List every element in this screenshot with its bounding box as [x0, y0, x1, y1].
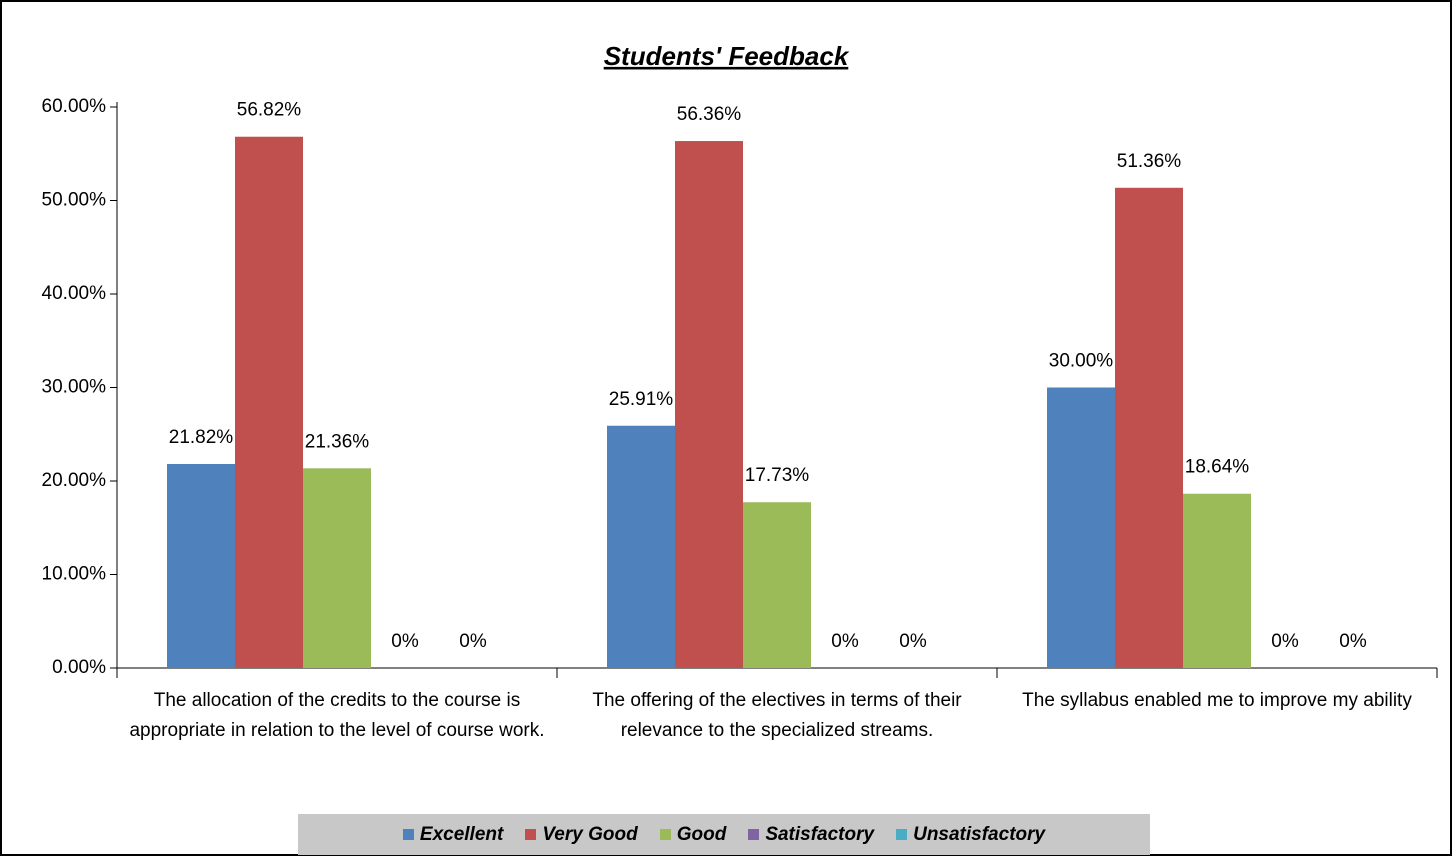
value-label: 56.36%	[677, 104, 742, 125]
legend-item: Excellent	[402, 823, 504, 846]
bar	[235, 136, 303, 668]
legend-item: Very Good	[525, 823, 638, 846]
value-label: 56.82%	[237, 100, 302, 121]
value-label: 30.00%	[1049, 351, 1114, 372]
value-label: 18.64%	[1185, 457, 1250, 478]
bar	[743, 502, 811, 668]
legend-swatch	[659, 828, 671, 840]
value-label: 0%	[899, 631, 927, 652]
value-label: 0%	[1271, 631, 1299, 652]
value-label: 0%	[1339, 631, 1367, 652]
value-label: 0%	[391, 631, 419, 652]
x-tick-label: The allocation of the credits to the cou…	[129, 690, 545, 741]
legend-label: Very Good	[542, 823, 638, 845]
value-label: 21.82%	[169, 427, 234, 448]
value-label: 25.91%	[609, 389, 674, 410]
chart-title: Students' Feedback	[604, 41, 850, 71]
legend-label: Good	[676, 823, 727, 845]
value-label: 0%	[831, 631, 859, 652]
bar	[607, 425, 675, 668]
legend-label: Unsatisfactory	[913, 823, 1046, 845]
legend-label: Satisfactory	[765, 823, 875, 845]
y-tick-label: 60.00%	[42, 96, 107, 117]
bar	[1047, 387, 1115, 668]
value-label: 17.73%	[745, 465, 810, 486]
x-tick-label: The syllabus enabled me to improve my ab…	[1022, 690, 1412, 711]
legend-item: Good	[659, 823, 727, 846]
value-label: 21.36%	[305, 431, 370, 452]
y-tick-label: 30.00%	[42, 377, 107, 398]
y-tick-label: 10.00%	[42, 564, 107, 585]
legend-swatch	[896, 828, 908, 840]
legend-swatch	[748, 828, 760, 840]
legend-item: Satisfactory	[748, 824, 874, 846]
legend-item: Unsatisfactory	[896, 824, 1045, 846]
legend-swatch	[525, 828, 537, 840]
value-label: 0%	[459, 631, 487, 652]
value-label: 51.36%	[1117, 151, 1182, 172]
y-tick-label: 20.00%	[42, 470, 107, 491]
legend-swatch	[402, 828, 414, 840]
y-tick-label: 0.00%	[52, 657, 106, 678]
bar	[303, 468, 371, 668]
bar	[167, 463, 235, 668]
x-tick-label: The offering of the electives in terms o…	[592, 690, 962, 741]
y-tick-label: 50.00%	[42, 190, 107, 211]
y-tick-label: 40.00%	[42, 283, 107, 304]
legend-label: Excellent	[419, 823, 504, 845]
bar	[1115, 187, 1183, 668]
bar	[1183, 493, 1251, 668]
legend: Excellent Very Good Good Satisfactory Unsati…	[298, 814, 1150, 855]
bar	[675, 141, 743, 668]
